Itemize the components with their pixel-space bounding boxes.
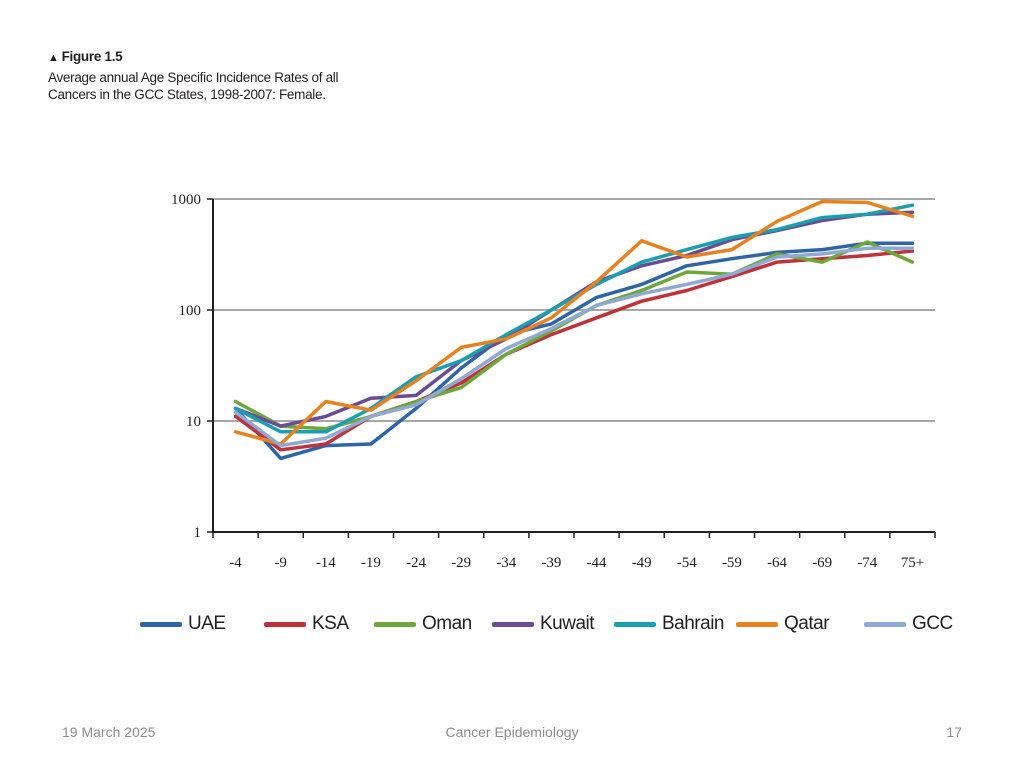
footer-title: Cancer Epidemiology bbox=[445, 724, 579, 740]
legend-label: UAE bbox=[188, 613, 226, 634]
legend-swatch bbox=[374, 621, 416, 627]
x-tick-label: -14 bbox=[316, 555, 336, 571]
series-line-bahrain bbox=[233, 203, 915, 434]
axis-layer: 1 10 100 1000 -4 -9 -14 -19 -24 -29 -34 -39 -44 -49 -5… bbox=[171, 192, 936, 571]
y-tick-label: 10 bbox=[186, 414, 201, 430]
figure-caption: ▲ Figure 1.5 Average annual Age Specific … bbox=[48, 48, 378, 103]
y-tick-label: 100 bbox=[179, 303, 202, 319]
legend-swatch bbox=[864, 621, 906, 627]
x-tick-label: -64 bbox=[767, 555, 787, 571]
x-tick-label: -59 bbox=[722, 555, 742, 571]
series-line-oman bbox=[233, 240, 915, 431]
figure-description: Average annual Age Specific Incidence Ra… bbox=[48, 70, 339, 102]
legend-label: Bahrain bbox=[662, 613, 725, 634]
series-line-qatar bbox=[233, 199, 915, 446]
incidence-line-chart: 1 10 100 1000 -4 -9 -14 -19 -24 -29 -34 -39 -44 -49 -5… bbox=[171, 192, 936, 571]
legend-swatch bbox=[140, 621, 182, 627]
legend-item-bahrain: Bahrain bbox=[614, 606, 725, 642]
x-tick-label: -9 bbox=[274, 555, 287, 571]
legend-item-ksa: KSA bbox=[264, 606, 349, 642]
series-line-uae bbox=[233, 241, 915, 461]
footer-date: 19 March 2025 bbox=[62, 724, 156, 740]
y-tick-label: 1 bbox=[194, 525, 202, 541]
x-tick-label: -4 bbox=[229, 555, 242, 571]
legend-item-oman: Oman bbox=[374, 606, 472, 642]
x-tick-label: -39 bbox=[541, 555, 561, 571]
legend-item-kuwait: Kuwait bbox=[492, 606, 595, 642]
series-line-ksa bbox=[233, 249, 915, 452]
legend-item-qatar: Qatar bbox=[736, 606, 830, 642]
figure-label: ▲ Figure 1.5 bbox=[48, 48, 378, 67]
series-line-gcc bbox=[233, 246, 915, 448]
legend-label: Oman bbox=[422, 613, 472, 634]
legend-label: Kuwait bbox=[540, 613, 595, 634]
x-tick-label: -74 bbox=[857, 555, 877, 571]
page-number: 17 bbox=[946, 724, 962, 740]
figure-label-text: Figure 1.5 bbox=[61, 49, 123, 64]
series-layer bbox=[233, 199, 915, 461]
legend-item-gcc: GCC bbox=[864, 606, 953, 642]
chart-legend: UAE KSA Oman Kuwait Bahrain Qatar GCC bbox=[140, 606, 960, 642]
y-tick-label: 1000 bbox=[171, 192, 201, 208]
x-tick-label: 75+ bbox=[901, 555, 924, 571]
legend-swatch bbox=[736, 621, 778, 627]
legend-item-uae: UAE bbox=[140, 606, 226, 642]
x-tick-label: -24 bbox=[406, 555, 426, 571]
x-tick-label: -69 bbox=[812, 555, 832, 571]
x-tick-label: -19 bbox=[361, 555, 381, 571]
legend-label: Qatar bbox=[784, 613, 830, 634]
x-tick-label: -34 bbox=[496, 555, 516, 571]
legend-swatch bbox=[614, 621, 656, 627]
x-tick-label: -29 bbox=[451, 555, 471, 571]
legend-label: KSA bbox=[312, 613, 349, 634]
legend-swatch bbox=[264, 621, 306, 627]
x-tick-label: -54 bbox=[677, 555, 697, 571]
legend-label: GCC bbox=[912, 613, 953, 634]
triangle-icon: ▲ bbox=[48, 52, 59, 64]
x-tick-label: -49 bbox=[632, 555, 652, 571]
x-tick-label: -44 bbox=[587, 555, 607, 571]
legend-swatch bbox=[492, 621, 534, 627]
